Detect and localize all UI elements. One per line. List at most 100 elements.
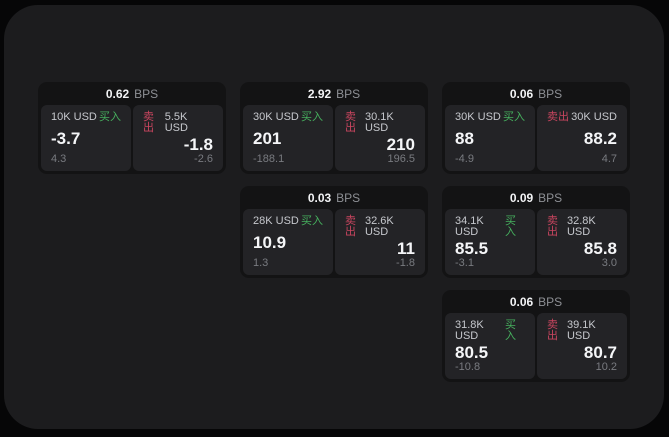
- sell-panel-header: 卖出 30K USD: [547, 112, 617, 123]
- sell-price-value: -1.8: [183, 134, 213, 154]
- bps-unit-label: BPS: [336, 86, 361, 101]
- buy-panel-header: 28K USD 买入: [253, 216, 323, 227]
- buy-panel-header: 31.8K USD 买入: [455, 320, 525, 342]
- sell-side-label: 卖出: [143, 111, 154, 134]
- spread-header: 0.62 BPS: [41, 82, 223, 105]
- spread-header: 0.09 BPS: [445, 186, 627, 209]
- buy-amount-label: 31.8K USD: [455, 319, 484, 342]
- spread-header: 0.06 BPS: [445, 82, 627, 105]
- sell-side-label: 卖出: [345, 215, 356, 238]
- sell-quote-panel[interactable]: 卖出 30K USD 88.2 4.7: [537, 105, 627, 171]
- sell-quote-panel[interactable]: 卖出 39.1K USD 80.7 10.2: [537, 313, 627, 379]
- sell-quote-panel[interactable]: 卖出 30.1K USD 210 196.5: [335, 105, 425, 171]
- pricing-tiles-grid: 0.62 BPS 10K USD 买入 -3.7 4.3 卖出 5.5K USD…: [38, 82, 630, 382]
- buy-change-value: 4.3: [51, 153, 67, 165]
- spread-value: 0.62: [105, 86, 130, 101]
- buy-panel-header: 10K USD 买入: [51, 112, 121, 123]
- sell-price-value: 88.2: [583, 129, 617, 148]
- buy-panel-header: 34.1K USD 买入: [455, 216, 525, 238]
- sell-amount-label: 30K USD: [571, 111, 617, 123]
- buy-quote-panel[interactable]: 30K USD 买入 201 -188.1: [243, 105, 333, 171]
- sell-price-value: 210: [386, 134, 415, 154]
- buy-side-label: 买入: [503, 111, 525, 123]
- sell-panel-header: 卖出 39.1K USD: [547, 320, 617, 342]
- buy-side-label: 买入: [99, 111, 121, 123]
- quote-panels: 31.8K USD 买入 80.5 -10.8 卖出 39.1K USD 80.…: [445, 313, 627, 379]
- buy-side-label: 买入: [301, 111, 323, 123]
- spread-header: 0.06 BPS: [445, 290, 627, 313]
- sell-panel-header: 卖出 30.1K USD: [345, 112, 415, 134]
- sell-amount-label: 32.6K USD: [364, 215, 394, 238]
- quote-card: 0.06 BPS 31.8K USD 买入 80.5 -10.8 卖出 39.1…: [442, 290, 630, 382]
- sell-price-value: 11: [397, 238, 415, 258]
- sell-panel-header: 卖出 5.5K USD: [143, 112, 213, 134]
- sell-panel-header: 卖出 32.6K USD: [345, 216, 415, 238]
- spread-value: 0.03: [307, 190, 332, 205]
- sell-side-label: 卖出: [345, 111, 356, 134]
- bps-unit-label: BPS: [336, 190, 361, 205]
- buy-amount-label: 30K USD: [253, 111, 299, 123]
- buy-price-value: 85.5: [455, 238, 489, 258]
- spread-header: 2.92 BPS: [243, 82, 425, 105]
- sell-quote-panel[interactable]: 卖出 32.6K USD 11 -1.8: [335, 209, 425, 275]
- sell-quote-panel[interactable]: 卖出 5.5K USD -1.8 -2.6: [133, 105, 223, 171]
- sell-change-value: 196.5: [387, 153, 415, 165]
- sell-change-value: 4.7: [601, 153, 617, 165]
- sell-side-label: 卖出: [547, 111, 569, 123]
- buy-amount-label: 10K USD: [51, 111, 97, 123]
- buy-side-label: 买入: [505, 319, 517, 342]
- buy-quote-panel[interactable]: 28K USD 买入 10.9 1.3: [243, 209, 333, 275]
- buy-quote-panel[interactable]: 30K USD 买入 88 -4.9: [445, 105, 535, 171]
- buy-side-label: 买入: [505, 215, 517, 238]
- quote-panels: 34.1K USD 买入 85.5 -3.1 卖出 32.8K USD 85.8…: [445, 209, 627, 275]
- bps-unit-label: BPS: [134, 86, 159, 101]
- sell-price-value: 85.8: [583, 238, 617, 258]
- buy-panel-header: 30K USD 买入: [455, 112, 525, 123]
- quote-card: 2.92 BPS 30K USD 买入 201 -188.1 卖出 30.1K …: [240, 82, 428, 174]
- quote-panels: 10K USD 买入 -3.7 4.3 卖出 5.5K USD -1.8 -2.…: [41, 105, 223, 171]
- quote-panels: 30K USD 买入 201 -188.1 卖出 30.1K USD 210 1…: [243, 105, 425, 171]
- bps-unit-label: BPS: [538, 294, 563, 309]
- buy-quote-panel[interactable]: 31.8K USD 买入 80.5 -10.8: [445, 313, 535, 379]
- quote-panels: 30K USD 买入 88 -4.9 卖出 30K USD 88.2 4.7: [445, 105, 627, 171]
- buy-change-value: -4.9: [455, 153, 474, 165]
- buy-change-value: -3.1: [455, 257, 474, 269]
- buy-price-value: 201: [253, 129, 282, 148]
- spread-value: 2.92: [307, 86, 332, 101]
- spread-value: 0.06: [509, 294, 534, 309]
- spread-value: 0.06: [509, 86, 534, 101]
- quote-card: 0.03 BPS 28K USD 买入 10.9 1.3 卖出 32.6K US…: [240, 186, 428, 278]
- sell-panel-header: 卖出 32.8K USD: [547, 216, 617, 238]
- sell-amount-label: 32.8K USD: [566, 215, 596, 238]
- spread-header: 0.03 BPS: [243, 186, 425, 209]
- buy-price-value: 88: [455, 129, 474, 148]
- buy-change-value: 1.3: [253, 257, 269, 269]
- quote-card: 0.09 BPS 34.1K USD 买入 85.5 -3.1 卖出 32.8K…: [442, 186, 630, 278]
- sell-change-value: 10.2: [595, 361, 617, 373]
- buy-panel-header: 30K USD 买入: [253, 112, 323, 123]
- quote-panels: 28K USD 买入 10.9 1.3 卖出 32.6K USD 11 -1.8: [243, 209, 425, 275]
- sell-change-value: -1.8: [396, 257, 415, 269]
- buy-quote-panel[interactable]: 34.1K USD 买入 85.5 -3.1: [445, 209, 535, 275]
- buy-amount-label: 28K USD: [253, 215, 299, 227]
- sell-price-value: 80.7: [583, 342, 617, 362]
- sell-side-label: 卖出: [547, 215, 558, 238]
- buy-side-label: 买入: [301, 215, 323, 227]
- bps-unit-label: BPS: [538, 86, 563, 101]
- buy-price-value: 10.9: [253, 233, 287, 252]
- sell-change-value: -2.6: [194, 153, 213, 165]
- buy-change-value: -10.8: [455, 361, 481, 373]
- buy-amount-label: 30K USD: [455, 111, 501, 123]
- buy-price-value: -3.7: [51, 129, 81, 148]
- quote-card: 0.06 BPS 30K USD 买入 88 -4.9 卖出 30K USD 8…: [442, 82, 630, 174]
- sell-quote-panel[interactable]: 卖出 32.8K USD 85.8 3.0: [537, 209, 627, 275]
- buy-quote-panel[interactable]: 10K USD 买入 -3.7 4.3: [41, 105, 131, 171]
- sell-change-value: 3.0: [601, 257, 617, 269]
- bps-unit-label: BPS: [538, 190, 563, 205]
- sell-amount-label: 39.1K USD: [566, 319, 596, 342]
- sell-side-label: 卖出: [547, 319, 558, 342]
- spread-value: 0.09: [509, 190, 534, 205]
- buy-price-value: 80.5: [455, 342, 489, 362]
- app-background: 0.62 BPS 10K USD 买入 -3.7 4.3 卖出 5.5K USD…: [4, 5, 664, 429]
- buy-amount-label: 34.1K USD: [455, 215, 484, 238]
